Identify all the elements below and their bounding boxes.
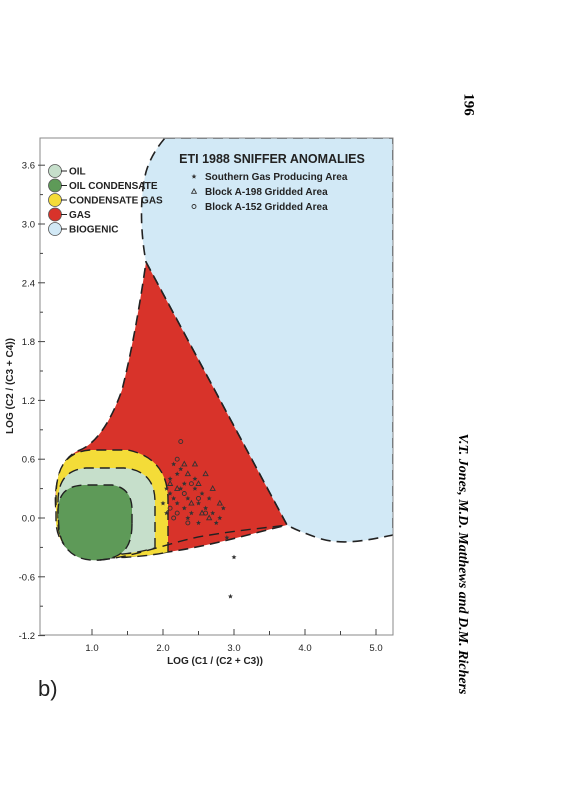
- data-point-star: [164, 510, 169, 516]
- data-point-circle: [174, 510, 180, 516]
- marker-legend: Southern Gas Producing Area Block A-198 G…: [190, 172, 348, 213]
- y-tick-label: 1.2: [22, 396, 35, 407]
- data-point-star: [199, 490, 205, 496]
- y-tick-label: 0.6: [22, 455, 35, 466]
- data-point-star: [217, 515, 223, 521]
- data-point-star: [220, 505, 226, 511]
- zone-swatch-icon: [48, 222, 62, 236]
- zone-legend: OIL OIL CONDENSATE CONDENSATE GAS GAS BIOGEN…: [48, 164, 163, 236]
- y-tick-label: 2.4: [22, 278, 35, 289]
- data-point-triangle: [191, 460, 199, 467]
- zone-fields: [54, 138, 393, 561]
- data-point-triangle: [216, 499, 223, 506]
- x-axis-label: LOG (C1 / (C2 + C3)): [167, 656, 263, 667]
- data-point-star: [174, 500, 180, 506]
- data-point-star: [160, 500, 166, 506]
- data-point-star: [167, 476, 173, 481]
- y-tick-label: 0.0: [22, 514, 35, 525]
- y-tick-label: 3.0: [22, 220, 35, 231]
- data-point-star: [228, 593, 233, 599]
- data-point-circle: [188, 481, 194, 487]
- x-tick-label: 4.0: [298, 643, 311, 654]
- data-point-triangle: [166, 480, 174, 486]
- zone-swatch-icon: [48, 193, 62, 207]
- data-point-star: [181, 505, 187, 511]
- lower-boundary-curve: [99, 524, 288, 561]
- chart-title: ETI 1988 SNIFFER ANOMALIES: [179, 152, 365, 166]
- x-tick-label: 3.0: [227, 643, 240, 654]
- zone-label: GAS: [69, 210, 91, 221]
- data-point-star: [178, 466, 184, 472]
- data-point-star: [213, 520, 219, 525]
- zone-label: OIL: [69, 167, 86, 178]
- x-tick-label: 2.0: [156, 643, 169, 654]
- data-point-star: [192, 476, 198, 481]
- data-point-triangle: [209, 485, 216, 491]
- data-point-star: [171, 461, 177, 467]
- data-point-star: [167, 490, 173, 496]
- legend-label: Southern Gas Producing Area: [205, 172, 348, 183]
- data-point-star: [185, 515, 191, 521]
- legend-marker-triangle-icon: [190, 187, 198, 194]
- data-point-star: [188, 510, 194, 516]
- data-point-circle: [167, 505, 173, 511]
- data-point-star: [203, 505, 209, 511]
- zone-swatch-icon: [48, 164, 62, 178]
- data-point-circle: [185, 520, 191, 526]
- data-point-star: [181, 481, 187, 486]
- data-point-star: [210, 510, 216, 516]
- data-point-star: [192, 486, 198, 491]
- panel-label: b): [38, 676, 58, 701]
- axes: 3.6 3.0 2.4 1.8 1.2 0.6 0.0 -0.6 -1.2 1.0 2.0 3.0 4.…: [19, 161, 383, 654]
- y-tick-label: 1.8: [22, 337, 35, 348]
- zone-swatch-icon: [48, 178, 62, 193]
- data-point-triangle: [205, 514, 213, 521]
- zone-label: OIL CONDENSATE: [69, 181, 158, 192]
- zone-biogenic: [140, 138, 393, 543]
- data-point-triangle: [184, 470, 192, 477]
- legend-label: Block A-152 Gridded Area: [205, 202, 328, 213]
- y-axis-label: LOG (C2 / (C3 + C4)): [5, 338, 16, 434]
- legend-marker-circle-icon: [191, 204, 197, 209]
- x-tick-label: 1.0: [85, 643, 98, 654]
- data-point-star: [185, 495, 191, 501]
- data-point-star: [231, 554, 237, 560]
- data-point-star: [196, 520, 201, 525]
- data-point-circle: [174, 456, 180, 462]
- data-points: [160, 439, 237, 599]
- y-tick-label: -0.6: [19, 572, 35, 583]
- data-point-circle: [171, 515, 177, 521]
- y-tick-label: -1.2: [19, 631, 35, 642]
- zone-oil: [57, 484, 133, 561]
- data-point-star: [171, 495, 177, 501]
- data-point-triangle: [195, 480, 202, 486]
- data-point-star: [206, 495, 212, 501]
- data-point-star: [196, 500, 201, 506]
- x-tick-label: 5.0: [369, 643, 382, 654]
- data-point-circle: [178, 439, 184, 445]
- data-point-circle: [196, 495, 201, 501]
- data-point-circle: [203, 510, 209, 516]
- data-point-star: [174, 471, 180, 476]
- legend-marker-star-icon: [191, 173, 197, 179]
- data-point-circle: [181, 491, 187, 496]
- data-point-star: [164, 486, 169, 491]
- zone-label: CONDENSATE GAS: [69, 196, 163, 207]
- data-point-triangle: [188, 499, 195, 506]
- data-point-triangle: [202, 470, 209, 477]
- legend-label: Block A-198 Gridded Area: [205, 187, 328, 198]
- y-tick-label: 3.6: [22, 161, 35, 172]
- data-point-triangle: [181, 460, 188, 467]
- zone-swatch-icon: [48, 207, 62, 222]
- data-point-star: [224, 535, 230, 540]
- data-point-triangle: [174, 485, 181, 491]
- zone-label: BIOGENIC: [69, 225, 118, 236]
- plot-frame: [39, 137, 394, 636]
